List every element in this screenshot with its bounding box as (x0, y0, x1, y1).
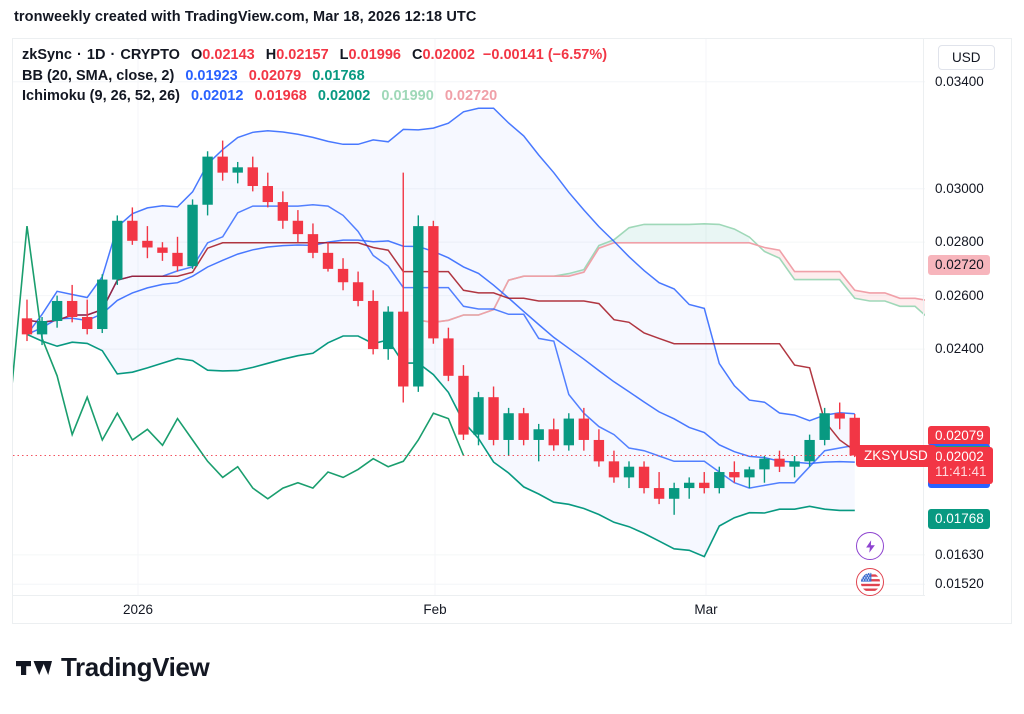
last-price-value: 0.02002 (935, 449, 984, 465)
chart-frame: zkSync · 1D · CRYPTO O0.02143 H0.02157 L… (12, 38, 1012, 624)
last-price-tag: 0.02002 11:41:41 (928, 447, 993, 485)
time-axis-tick: Mar (694, 602, 718, 617)
price-axis-tick: 0.02600 (935, 287, 984, 303)
attribution-text: tronweekly created with TradingView.com,… (14, 9, 477, 25)
chart-plot-area[interactable] (13, 39, 925, 595)
price-axis-tick: 0.02400 (935, 341, 984, 357)
time-axis-tick: 2026 (122, 602, 154, 617)
price-axis-tick: 0.03400 (935, 73, 984, 89)
price-axis-tick: 0.01630 (935, 546, 984, 562)
lightning-icon[interactable] (856, 532, 884, 560)
price-axis-tick: 0.02800 (935, 234, 984, 250)
tradingview-logo-icon (16, 660, 52, 675)
last-price-time: 11:41:41 (935, 464, 987, 480)
us-flag-icon[interactable] (856, 568, 884, 596)
time-axis[interactable]: 2026 Feb Mar (13, 595, 925, 624)
currency-badge[interactable]: USD (938, 45, 995, 70)
price-axis[interactable]: USD 0.03400 0.03000 0.02800 0.02600 0.02400 0… (923, 39, 1011, 595)
price-axis-tick: 0.01520 (935, 576, 984, 592)
tradingview-wordmark: TradingView (61, 652, 210, 682)
bb-lower-tag: 0.01768 (928, 509, 990, 529)
time-axis-tick: Feb (423, 602, 447, 617)
chart-canvas (13, 39, 925, 595)
price-axis-tick: 0.03000 (935, 180, 984, 196)
symbol-price-flag[interactable]: ZKSYUSD (856, 445, 936, 468)
tradingview-footer-logo: TradingView (16, 652, 210, 683)
lead-b-tag: 0.02720 (928, 254, 990, 275)
bb-upper-tag: 0.02079 (928, 425, 990, 446)
